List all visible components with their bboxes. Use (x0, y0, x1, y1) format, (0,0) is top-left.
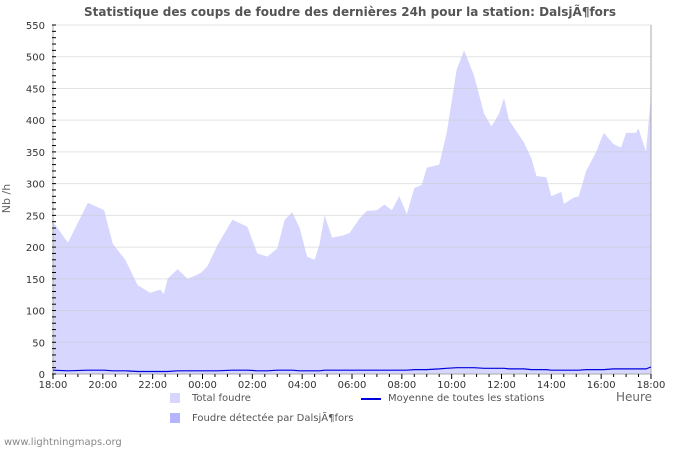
svg-text:14:00: 14:00 (537, 380, 566, 391)
svg-text:0: 0 (39, 370, 45, 381)
svg-text:50: 50 (32, 338, 45, 349)
site-credit: www.lightningmaps.org (4, 437, 122, 448)
svg-text:06:00: 06:00 (338, 380, 367, 391)
svg-text:00:00: 00:00 (188, 380, 217, 391)
svg-text:200: 200 (26, 243, 45, 254)
svg-text:16:00: 16:00 (587, 380, 616, 391)
svg-text:04:00: 04:00 (288, 380, 317, 391)
svg-text:10:00: 10:00 (437, 380, 466, 391)
svg-text:18:00: 18:00 (637, 380, 666, 391)
svg-text:02:00: 02:00 (238, 380, 267, 391)
svg-text:20:00: 20:00 (88, 380, 117, 391)
svg-text:22:00: 22:00 (138, 380, 167, 391)
chart-title: Statistique des coups de foudre des dern… (84, 5, 616, 19)
legend-swatch-total (170, 393, 180, 403)
x-axis-label: Heure (616, 390, 653, 404)
svg-text:150: 150 (26, 275, 45, 286)
svg-text:350: 350 (26, 148, 45, 159)
svg-text:550: 550 (26, 21, 45, 32)
svg-text:300: 300 (26, 180, 45, 191)
svg-text:12:00: 12:00 (487, 380, 516, 391)
svg-text:250: 250 (26, 211, 45, 222)
svg-text:08:00: 08:00 (387, 380, 416, 391)
svg-text:450: 450 (26, 84, 45, 95)
svg-text:18:00: 18:00 (39, 380, 68, 391)
svg-text:100: 100 (26, 307, 45, 318)
svg-text:400: 400 (26, 116, 45, 127)
chart-plot: 0 50 100 150 200 250 300 350 400 450 500 550 18:00 20… (26, 21, 666, 391)
legend-label-total: Total foudre (192, 393, 251, 404)
legend-line-average (361, 398, 381, 400)
legend-label-average: Moyenne de toutes les stations (388, 393, 545, 404)
legend-swatch-detected (170, 413, 180, 423)
legend-label-detected: Foudre détectée par DalsjÃ¶fors (192, 413, 354, 424)
svg-text:500: 500 (26, 53, 45, 64)
